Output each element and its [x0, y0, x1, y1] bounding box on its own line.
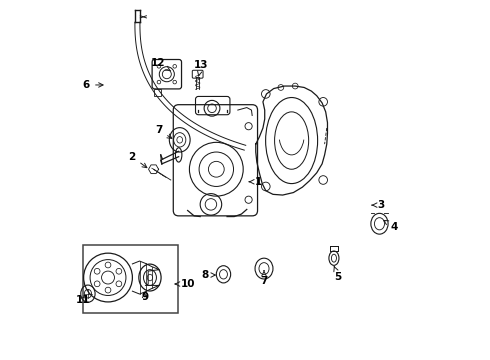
Text: 13: 13: [194, 60, 209, 76]
Text: 2: 2: [128, 152, 147, 168]
Text: 3: 3: [372, 200, 385, 210]
Text: 8: 8: [201, 270, 215, 280]
Text: 7: 7: [155, 125, 172, 138]
Text: 1: 1: [249, 177, 262, 187]
Text: 7: 7: [260, 271, 268, 286]
Text: 6: 6: [83, 80, 103, 90]
Text: 10: 10: [175, 279, 196, 289]
Text: 9: 9: [141, 292, 148, 302]
Text: 12: 12: [151, 58, 171, 71]
Bar: [154, 89, 161, 96]
Bar: [83, 244, 178, 313]
Text: 11: 11: [75, 295, 90, 305]
Text: 4: 4: [384, 220, 397, 231]
Text: 5: 5: [334, 266, 342, 282]
